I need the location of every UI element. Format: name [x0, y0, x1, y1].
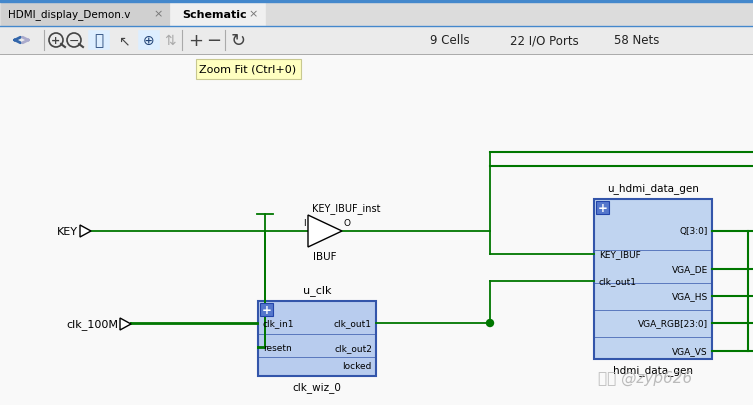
- Text: ⇅: ⇅: [164, 34, 175, 48]
- Text: +: +: [598, 202, 608, 215]
- Bar: [1, 3, 171, 26]
- Text: KEY_IBUF: KEY_IBUF: [599, 250, 641, 259]
- Text: ↻: ↻: [230, 32, 245, 50]
- Text: clk_100M: clk_100M: [66, 319, 118, 330]
- Text: clk_in1: clk_in1: [263, 319, 294, 328]
- Text: +: +: [51, 36, 61, 47]
- Text: Schematic: Schematic: [182, 9, 247, 19]
- Bar: [0, 0, 753, 3]
- Circle shape: [486, 320, 493, 327]
- Text: VGA_DE: VGA_DE: [672, 265, 708, 274]
- Text: clk_wiz_0: clk_wiz_0: [293, 381, 341, 392]
- Bar: [170, 3, 265, 27]
- Polygon shape: [120, 318, 131, 330]
- Text: resetn: resetn: [263, 344, 291, 353]
- Bar: [258, 301, 376, 376]
- Polygon shape: [80, 226, 91, 237]
- Bar: [596, 202, 609, 215]
- FancyBboxPatch shape: [196, 60, 301, 80]
- Text: VGA_HS: VGA_HS: [672, 292, 708, 301]
- Bar: [114, 32, 134, 50]
- Text: clk_out2: clk_out2: [334, 344, 372, 353]
- Text: u_clk: u_clk: [303, 284, 331, 295]
- Bar: [89, 32, 109, 50]
- Text: ⤢: ⤢: [94, 34, 104, 48]
- Text: ×: ×: [154, 9, 163, 19]
- Text: +: +: [261, 303, 271, 316]
- Text: 58 Nets: 58 Nets: [614, 34, 660, 47]
- Text: Q[3:0]: Q[3:0]: [680, 227, 708, 236]
- Bar: [0, 55, 753, 405]
- Text: HDMI_display_Demon.v: HDMI_display_Demon.v: [8, 9, 130, 20]
- Text: ⊕: ⊕: [143, 34, 155, 48]
- Text: IBUF: IBUF: [313, 252, 337, 261]
- Text: 22 I/O Ports: 22 I/O Ports: [510, 34, 579, 47]
- Text: I: I: [303, 219, 306, 228]
- Text: ×: ×: [248, 9, 258, 19]
- Bar: [0, 3, 753, 27]
- Text: KEY: KEY: [57, 226, 78, 237]
- Text: clk_out1: clk_out1: [334, 319, 372, 328]
- Polygon shape: [308, 215, 342, 247]
- Text: O: O: [344, 219, 351, 228]
- Bar: [0, 27, 753, 55]
- Text: KEY_IBUF_inst: KEY_IBUF_inst: [312, 202, 380, 213]
- Bar: [139, 32, 159, 50]
- Text: ↖: ↖: [118, 34, 130, 48]
- Text: u_hdmi_data_gen: u_hdmi_data_gen: [607, 183, 699, 194]
- Text: 知乎 @zyp626: 知乎 @zyp626: [598, 369, 692, 385]
- Bar: [260, 303, 273, 316]
- Text: −: −: [206, 32, 221, 50]
- Text: +: +: [188, 32, 203, 50]
- Text: hdmi_data_gen: hdmi_data_gen: [613, 364, 693, 375]
- Text: Zoom Fit (Ctrl+0): Zoom Fit (Ctrl+0): [200, 65, 297, 75]
- Text: VGA_VS: VGA_VS: [672, 347, 708, 356]
- Bar: [594, 200, 712, 359]
- Text: locked: locked: [343, 362, 372, 371]
- Text: 9 Cells: 9 Cells: [430, 34, 470, 47]
- Text: clk_out1: clk_out1: [599, 277, 637, 286]
- Text: VGA_RGB[23:0]: VGA_RGB[23:0]: [638, 319, 708, 328]
- Text: −: −: [69, 35, 79, 48]
